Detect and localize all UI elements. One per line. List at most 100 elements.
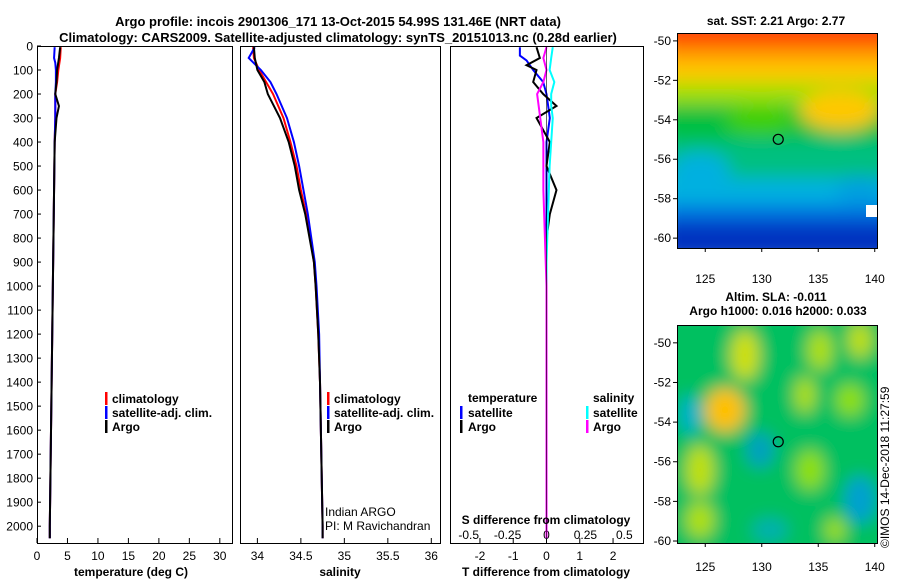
map-y-tick-label: -56 [654,455,672,469]
temperature-legend: climatology satellite-adj. clim. Argo [105,392,212,434]
depth-tick-label: 1000 [6,280,33,294]
temperature-tick-label: 30 [213,549,227,563]
map-x-tick-label: 135 [808,272,828,286]
legend-swatch-s-argo [586,420,589,433]
sst-argo-location-marker [772,133,784,145]
temperature-xlabel: temperature (deg C) [74,565,188,579]
salinity-tick-label: 34 [251,549,265,563]
data-source-pi: PI: M Ravichandran [325,519,430,533]
sst-map [677,33,877,248]
data-source-annotation: Indian ARGO [325,505,396,519]
salinity-tick-label: 34.5 [289,549,313,563]
legend-swatch-t-argo [460,420,463,433]
map-y-tick-label: -54 [654,415,672,429]
map-y-tick-label: -56 [654,152,672,166]
legend-label-s-satellite: satellite [593,406,638,420]
legend-swatch-climatology [105,392,108,405]
salinity-tick-label: 35.5 [376,549,400,563]
map-x-tick-label: 140 [865,272,885,286]
legend-swatch-argo [327,420,330,433]
depth-tick-label: 1100 [7,304,33,318]
temperature-tick-label: 15 [122,549,136,563]
depth-tick-label: 100 [13,64,33,78]
s-difference-tick-label: 0.5 [616,528,633,542]
map-x-tick-label: 135 [808,560,828,574]
map-y-tick-label: -58 [654,192,672,206]
legend-label-climatology: climatology [334,392,401,406]
legend-label-s-argo: Argo [593,420,621,434]
legend-swatch-t-satellite [460,406,463,419]
sla-map [677,325,877,543]
difference-tick-label: -2 [475,549,486,563]
legend-swatch-satellite-adj [105,406,108,419]
depth-tick-label: 1400 [6,376,33,390]
series-line [518,47,551,539]
map-x-tick-label: 130 [752,272,772,286]
legend-swatch-argo [105,420,108,433]
depth-axis: 0 100 200 300 400 500 600 700 800 900 1000 1100 1200… [6,40,41,534]
depth-tick-label: 700 [13,208,33,222]
series-line [252,47,324,539]
depth-tick-label: 2000 [6,520,33,534]
temperature-tick-label: 20 [152,549,166,563]
sst-map-axes: 125 130 135 140 -50 -52 -54 -56 -58 -60 [654,34,885,286]
salinity-legend: climatology satellite-adj. clim. Argo [327,392,434,434]
depth-tick-label: 0 [26,40,33,54]
salinity-tick-label: 35 [338,549,352,563]
depth-tick-label: 1900 [6,496,33,510]
salinity-panel-frame [240,46,441,544]
temperature-tick-label: 25 [183,549,197,563]
map-y-tick-label: -60 [654,231,672,245]
temperature-panel-frame [37,46,233,544]
s-difference-label: S difference from climatology [462,513,631,527]
map-y-tick-label: -50 [654,336,672,350]
temperature-tick-label: 5 [64,549,71,563]
map-y-tick-label: -54 [654,113,672,127]
imos-watermark: ©IMOS 14-Dec-2018 11:27:59 [878,386,892,548]
depth-tick-label: 500 [13,160,33,174]
salinity-tick-label: 36 [425,549,439,563]
difference-tick-label: 1 [576,549,583,563]
salinity-x-axis: 34 34.5 35 35.5 36 [251,538,439,563]
depth-tick-label: 200 [13,88,33,102]
sst-map-title: sat. SST: 2.21 Argo: 2.77 [707,14,846,28]
s-difference-tick-label: -0.25 [494,528,522,542]
map-y-tick-label: -60 [654,534,672,548]
s-difference-tick-label: 0.25 [574,528,598,542]
difference-tick-label: 0 [543,549,550,563]
legend-label-t-argo: Argo [468,420,496,434]
depth-tick-label: 1600 [6,424,33,438]
depth-tick-label: 300 [13,112,33,126]
t-difference-xlabel: T difference from climatology [462,565,630,579]
figure-title-line1: Argo profile: incois 2901306_171 13-Oct-… [115,14,561,29]
legend-title-temperature: temperature [468,391,538,405]
legend-label-argo: Argo [334,420,362,434]
map-y-tick-label: -52 [654,375,672,389]
legend-title-salinity: salinity [593,391,635,405]
temperature-x-axis: 0 5 10 15 20 25 30 [34,538,227,563]
legend-swatch-climatology [327,392,330,405]
series-line [247,46,324,539]
difference-series [518,46,559,543]
difference-legend-salinity: salinity satellite Argo [586,391,638,434]
difference-legend-temperature: temperature satellite Argo [460,391,538,434]
salinity-series [247,46,324,539]
depth-tick-label: 1200 [6,328,33,342]
legend-label-satellite-adj: satellite-adj. clim. [334,406,434,420]
depth-tick-label: 900 [13,256,33,270]
figure-title-line2: Climatology: CARS2009. Satellite-adjuste… [59,30,617,45]
sla-argo-location-marker [772,436,784,448]
sla-map-frame [677,325,878,544]
depth-tick-label: 400 [13,136,33,150]
sst-map-frame [677,33,878,249]
depth-tick-label: 1700 [6,448,33,462]
sla-map-title-line1: Altim. SLA: -0.011 [725,290,827,304]
depth-tick-label: 800 [13,232,33,246]
s-difference-tick-label: -0.5 [458,528,479,542]
salinity-xlabel: salinity [319,565,361,579]
legend-label-climatology: climatology [112,392,179,406]
sla-map-axes: 125 130 135 140 -50 -52 -54 -56 -58 -60 [654,336,885,574]
legend-swatch-s-satellite [586,406,589,419]
legend-label-satellite-adj: satellite-adj. clim. [112,406,212,420]
temperature-series [48,47,62,539]
